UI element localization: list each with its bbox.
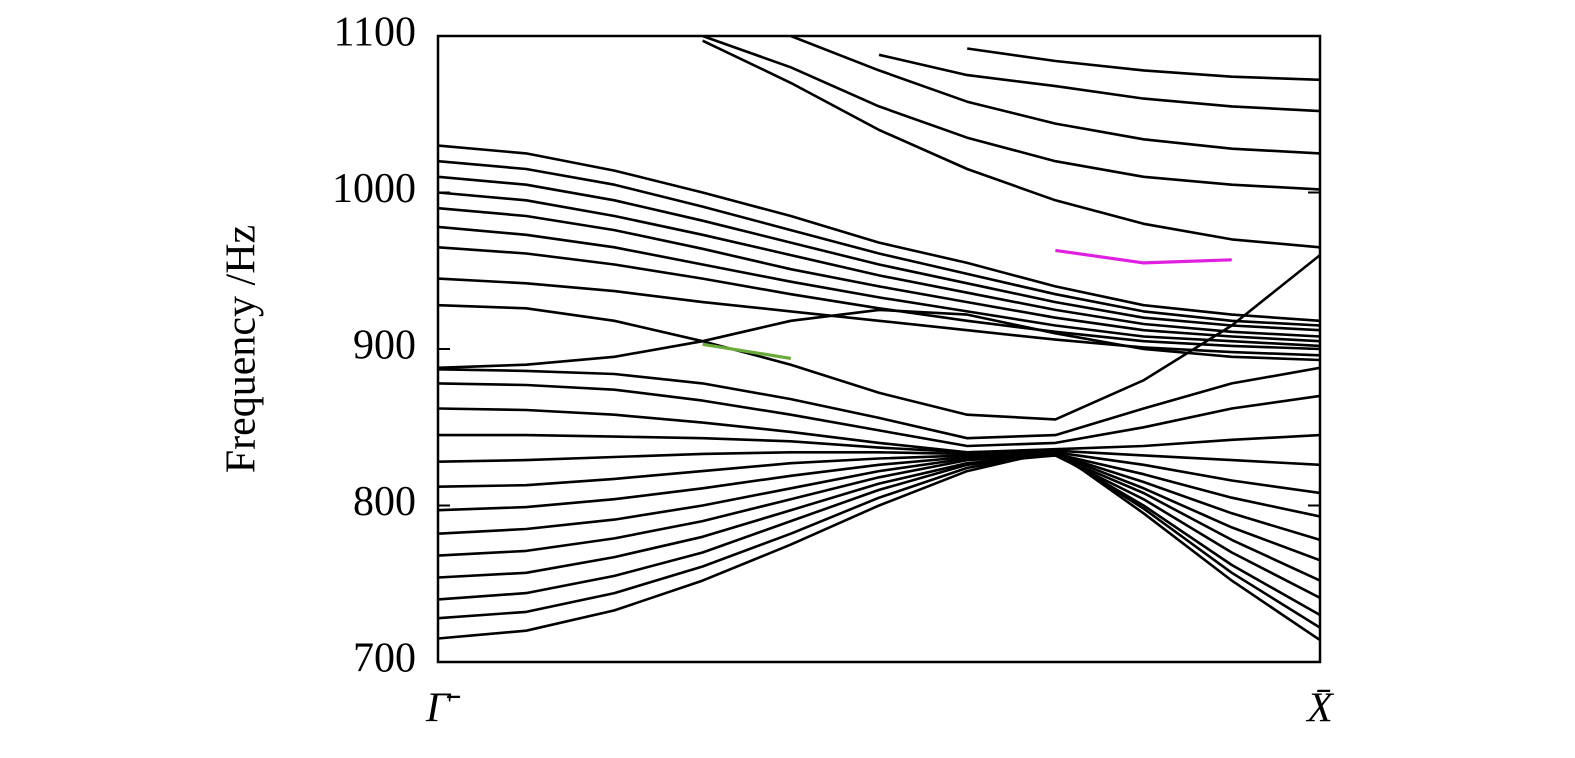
band-line [438, 366, 1320, 440]
x-tick-label: X̄ [1305, 686, 1335, 732]
band-line [438, 254, 1320, 421]
y-tick-label: 800 [353, 479, 416, 525]
band-line [438, 382, 1320, 448]
y-tick-label: 1000 [332, 166, 416, 212]
plot-frame [436, 34, 1322, 664]
y-tick-label: 1100 [334, 10, 416, 56]
band-line [790, 36, 1320, 155]
band-line [438, 451, 1320, 495]
y-tick-label: 900 [353, 323, 416, 369]
band-line [438, 451, 1320, 629]
band-line [438, 159, 1320, 327]
band-line [702, 39, 1320, 249]
y-axis-label: Frequency /Hz [219, 225, 265, 473]
band-line [438, 191, 1320, 338]
band-line [438, 407, 1320, 454]
band-line [702, 36, 1320, 191]
x-tick-label: Γ̄ [425, 686, 461, 732]
band-line [438, 433, 1320, 467]
band-line [438, 449, 1320, 642]
band-line [702, 342, 792, 360]
band-line [438, 452, 1320, 617]
y-tick-label: 700 [353, 636, 416, 682]
band-line [438, 452, 1320, 542]
band-line [438, 452, 1320, 562]
band-line [438, 225, 1320, 348]
band-line [438, 144, 1320, 323]
band-line [438, 454, 1320, 599]
band-line [967, 47, 1320, 82]
band-line [438, 308, 1320, 370]
band-line [878, 53, 1320, 113]
band-line [438, 277, 1320, 357]
band-line [438, 452, 1320, 518]
band-line [438, 206, 1320, 343]
band-line [1055, 248, 1232, 265]
band-line [438, 175, 1320, 332]
band-line [438, 454, 1320, 582]
band-line [438, 246, 1320, 351]
